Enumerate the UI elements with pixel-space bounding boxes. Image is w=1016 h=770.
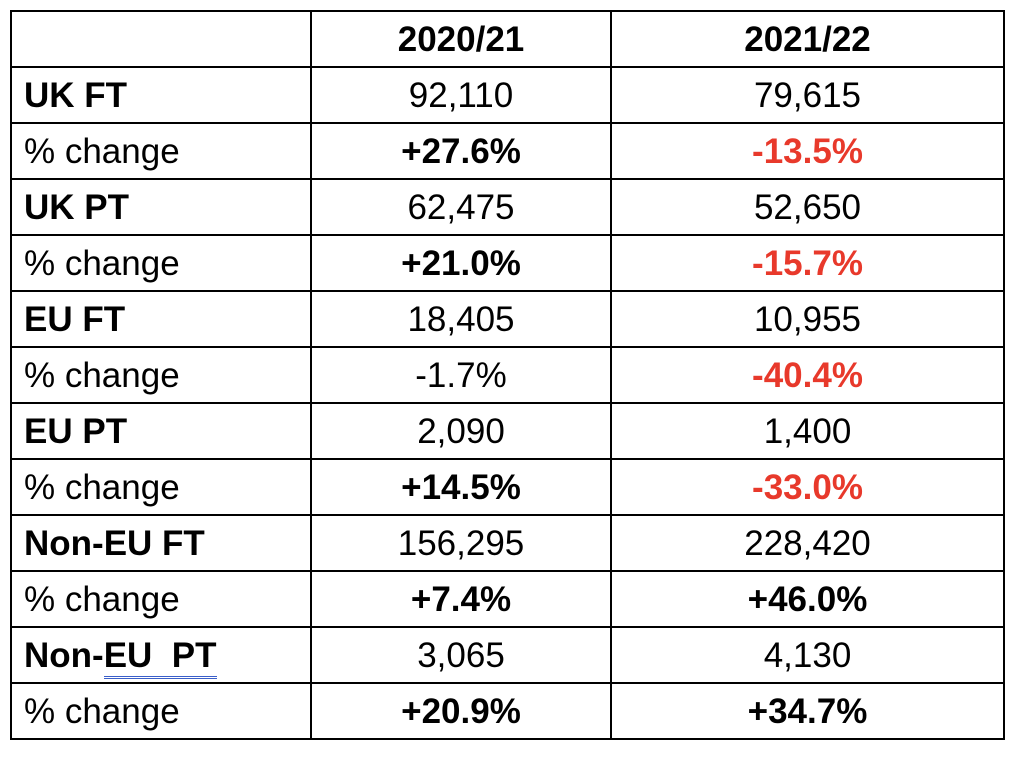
cell-2021-22: -33.0% xyxy=(610,458,1005,516)
cell-2020-21: +14.5% xyxy=(310,458,612,516)
cell-2020-21: +21.0% xyxy=(310,234,612,292)
row-label: % change xyxy=(10,570,312,628)
cell-2021-22: 228,420 xyxy=(610,514,1005,572)
header-row: 2020/21 2021/22 xyxy=(10,10,1005,68)
header-2020-21: 2020/21 xyxy=(310,10,612,68)
table-container: 2020/21 2021/22 UK FT 92,110 79,615% chang… xyxy=(10,10,1005,740)
row-label: Non-EU PT xyxy=(10,626,312,684)
row-label: Non-EU FT xyxy=(10,514,312,572)
cell-2021-22: -40.4% xyxy=(610,346,1005,404)
row-label: UK PT xyxy=(10,178,312,236)
cell-2021-22: +34.7% xyxy=(610,682,1005,740)
table-row: UK PT 62,475 52,650 xyxy=(10,178,1005,236)
row-label: % change xyxy=(10,346,312,404)
row-label-part: Non- xyxy=(24,635,104,675)
table-row: % change +21.0% -15.7% xyxy=(10,234,1005,292)
table-row: % change +20.9% +34.7% xyxy=(10,682,1005,740)
header-2021-22: 2021/22 xyxy=(610,10,1005,68)
cell-2020-21: 18,405 xyxy=(310,290,612,348)
table-row: EU FT 18,405 10,955 xyxy=(10,290,1005,348)
row-label: % change xyxy=(10,122,312,180)
table-row: EU PT 2,090 1,400 xyxy=(10,402,1005,460)
header-blank xyxy=(10,10,312,68)
row-label: EU PT xyxy=(10,402,312,460)
row-label-part-underlined: EU PT xyxy=(103,635,217,679)
cell-2020-21: -1.7% xyxy=(310,346,612,404)
cell-2020-21: +27.6% xyxy=(310,122,612,180)
cell-2021-22: -15.7% xyxy=(610,234,1005,292)
row-label: % change xyxy=(10,682,312,740)
cell-2021-22: 79,615 xyxy=(610,66,1005,124)
table-row: % change +14.5% -33.0% xyxy=(10,458,1005,516)
row-label: UK FT xyxy=(10,66,312,124)
enrolment-table: 2020/21 2021/22 UK FT 92,110 79,615% chang… xyxy=(10,10,1005,740)
table-row: Non-EU FT 156,295 228,420 xyxy=(10,514,1005,572)
cell-2020-21: 156,295 xyxy=(310,514,612,572)
table-row: Non-EU PT 3,065 4,130 xyxy=(10,626,1005,684)
cell-2020-21: 92,110 xyxy=(310,66,612,124)
cell-2021-22: 52,650 xyxy=(610,178,1005,236)
cell-2020-21: 62,475 xyxy=(310,178,612,236)
row-label: % change xyxy=(10,234,312,292)
cell-2021-22: 4,130 xyxy=(610,626,1005,684)
cell-2020-21: 3,065 xyxy=(310,626,612,684)
table-row: UK FT 92,110 79,615 xyxy=(10,66,1005,124)
row-label: % change xyxy=(10,458,312,516)
cell-2020-21: +7.4% xyxy=(310,570,612,628)
cell-2021-22: -13.5% xyxy=(610,122,1005,180)
cell-2020-21: +20.9% xyxy=(310,682,612,740)
table-row: % change +27.6% -13.5% xyxy=(10,122,1005,180)
cell-2021-22: +46.0% xyxy=(610,570,1005,628)
row-label: EU FT xyxy=(10,290,312,348)
table-row: % change -1.7% -40.4% xyxy=(10,346,1005,404)
cell-2020-21: 2,090 xyxy=(310,402,612,460)
cell-2021-22: 10,955 xyxy=(610,290,1005,348)
cell-2021-22: 1,400 xyxy=(610,402,1005,460)
table-row: % change +7.4% +46.0% xyxy=(10,570,1005,628)
